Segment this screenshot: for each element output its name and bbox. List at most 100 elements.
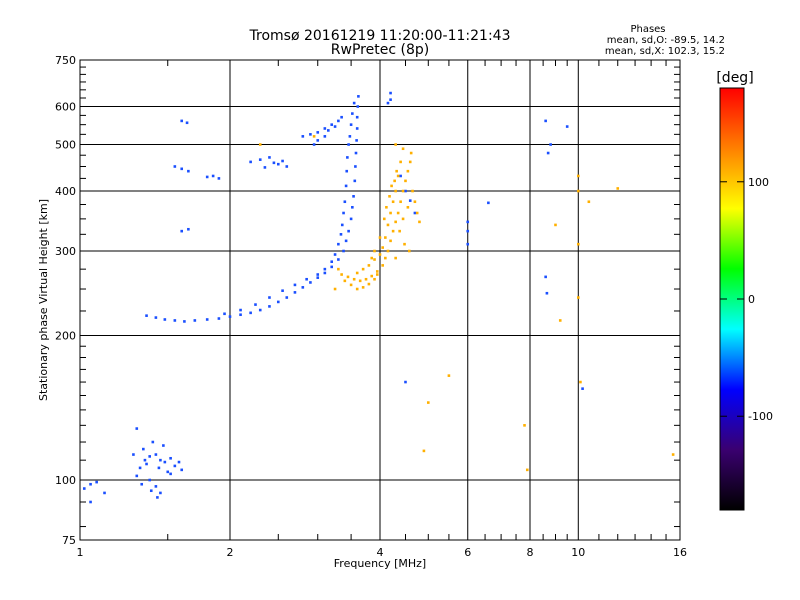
data-point-o	[337, 119, 340, 123]
data-point-o	[581, 387, 584, 390]
y-tick-label: 600	[55, 101, 76, 114]
data-point-o	[466, 220, 470, 224]
data-point-x	[404, 179, 407, 183]
data-point-o	[151, 440, 155, 444]
data-point-o	[355, 115, 359, 119]
data-point-o	[138, 466, 142, 470]
data-point-o	[351, 205, 354, 209]
data-point-o	[159, 458, 162, 462]
data-point-o	[205, 318, 209, 321]
data-point-x	[386, 249, 390, 253]
data-point-o	[333, 125, 337, 128]
data-point-o	[156, 496, 159, 499]
data-point-x	[358, 279, 362, 283]
data-point-o	[466, 229, 470, 233]
data-point-x	[576, 174, 580, 178]
data-point-o	[217, 177, 221, 180]
data-point-x	[343, 279, 347, 283]
data-point-o	[333, 253, 337, 256]
data-point-x	[384, 236, 387, 239]
data-point-o	[546, 151, 550, 155]
data-point-x	[384, 256, 387, 260]
data-point-o	[154, 316, 158, 319]
data-points	[82, 91, 675, 504]
data-point-o	[349, 217, 353, 221]
data-point-o	[254, 303, 257, 306]
data-point-x	[373, 277, 376, 281]
y-tick-label: 300	[55, 245, 76, 258]
data-point-x	[447, 374, 451, 377]
data-point-o	[342, 211, 345, 215]
data-point-x	[352, 277, 356, 281]
data-point-o	[239, 308, 242, 312]
data-point-x	[394, 256, 397, 260]
data-point-o	[95, 480, 98, 484]
data-point-x	[367, 282, 371, 286]
data-point-x	[576, 296, 580, 299]
data-point-x	[381, 246, 384, 249]
data-point-o	[337, 242, 340, 246]
data-point-o	[276, 300, 280, 304]
data-point-o	[565, 125, 569, 128]
data-point-o	[352, 101, 356, 105]
data-point-x	[396, 211, 400, 215]
data-point-o	[356, 105, 360, 108]
data-point-o	[347, 229, 350, 233]
data-point-x	[394, 143, 397, 146]
data-point-o	[330, 265, 334, 269]
data-point-x	[378, 253, 382, 256]
data-point-o	[185, 121, 189, 125]
data-point-o	[389, 91, 392, 95]
data-point-x	[415, 211, 419, 215]
data-point-x	[378, 236, 382, 239]
x-tick-label: 4	[377, 546, 384, 559]
chart-title: Tromsø 20161219 11:20:00-11:21:43	[249, 28, 511, 44]
data-point-o	[228, 315, 232, 318]
colorbar-tick-label: 0	[748, 293, 755, 306]
data-point-o	[154, 485, 158, 488]
data-point-x	[370, 256, 374, 260]
data-point-o	[309, 133, 312, 136]
data-point-o	[340, 223, 344, 227]
data-point-o	[389, 98, 392, 101]
x-axis-label: Frequency [MHz]	[334, 557, 426, 570]
data-point-o	[281, 289, 284, 292]
data-point-x	[385, 205, 388, 209]
data-point-x	[367, 264, 371, 267]
data-point-o	[343, 200, 347, 204]
data-point-o	[330, 260, 334, 264]
colorbar-tick-label: 100	[748, 176, 769, 189]
data-point-x	[389, 211, 392, 215]
data-point-x	[373, 258, 376, 261]
colorbar-label: [deg]	[716, 70, 753, 86]
data-point-o	[157, 466, 161, 470]
data-point-x	[393, 179, 396, 183]
data-point-x	[576, 242, 580, 246]
data-point-o	[487, 201, 490, 205]
data-point-o	[285, 165, 289, 168]
data-point-o	[268, 156, 271, 159]
data-point-o	[258, 308, 262, 312]
data-point-x	[395, 169, 398, 173]
data-point-o	[549, 143, 552, 146]
data-point-o	[180, 229, 184, 233]
data-point-o	[354, 165, 357, 168]
data-point-o	[145, 462, 148, 466]
data-point-o	[545, 291, 549, 295]
data-point-x	[375, 273, 379, 276]
data-point-x	[394, 189, 397, 193]
data-point-x	[411, 189, 414, 193]
data-point-x	[413, 200, 417, 204]
y-axis-label: Stationary phase Virtual Height [km]	[37, 199, 50, 401]
data-point-o	[301, 286, 305, 289]
data-point-x	[523, 424, 526, 427]
data-point-o	[312, 143, 316, 146]
data-point-o	[163, 460, 167, 464]
data-point-o	[258, 158, 262, 161]
data-point-o	[149, 489, 153, 493]
data-point-x	[671, 453, 675, 456]
data-point-o	[316, 276, 320, 279]
data-point-x	[525, 468, 529, 472]
phases-title: Phases	[630, 24, 665, 35]
data-point-x	[396, 174, 400, 178]
